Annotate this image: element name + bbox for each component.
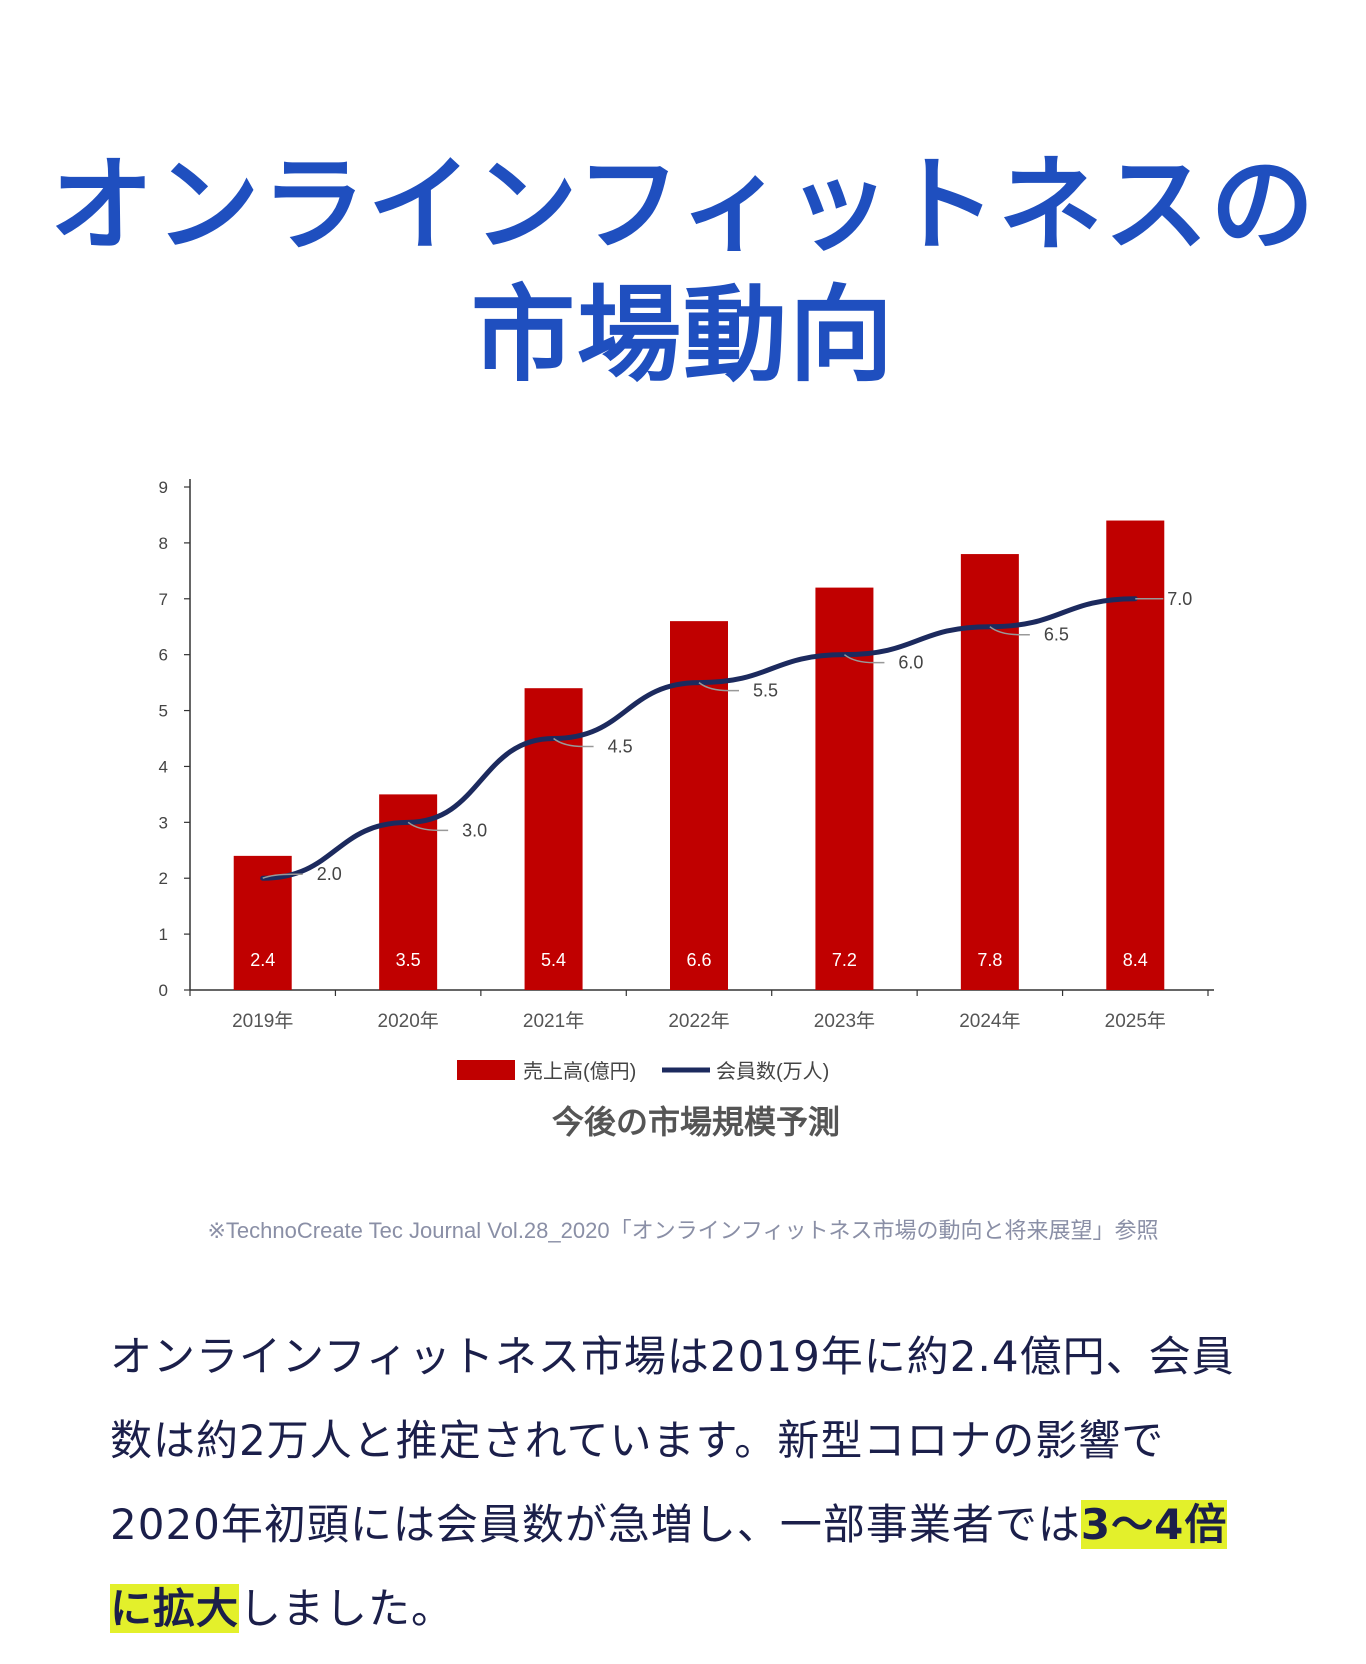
bar [815, 587, 874, 990]
title-line-1: オンラインフィットネスの [49, 144, 1317, 266]
legend-line-label: 会員数(万人) [716, 1060, 829, 1083]
title-line-2: 市場動向 [470, 274, 895, 396]
line-value-label: 7.0 [1167, 589, 1192, 609]
y-tick-label: 5 [159, 702, 168, 721]
bar-value-label: 7.2 [832, 950, 857, 970]
y-tick-label: 8 [159, 534, 168, 553]
bar [670, 621, 728, 990]
line-value-label: 6.0 [898, 653, 923, 673]
line-label-leader [553, 737, 594, 748]
legend-bar-label: 売上高(億円) [523, 1060, 636, 1083]
y-tick-label: 1 [159, 925, 168, 944]
bar [960, 554, 1019, 990]
body-paragraph: オンラインフィットネス市場は2019年に約2.4億円、会員数は約2万人と推定され… [110, 1315, 1270, 1651]
bar [379, 794, 438, 990]
member-count-line [260, 596, 1138, 881]
line-value-label: 3.0 [462, 820, 487, 840]
legend-bar-swatch [457, 1060, 515, 1080]
y-tick-label: 2 [159, 869, 168, 888]
y-tick-label: 4 [159, 757, 168, 776]
bar-value-label: 5.4 [541, 950, 566, 970]
line-label-leader [407, 821, 449, 832]
line-value-label: 6.5 [1044, 625, 1069, 645]
line-label-leader [989, 626, 1030, 636]
bar-value-label: 6.6 [686, 950, 711, 970]
x-tick-label: 2025年 [1105, 1010, 1166, 1032]
line-value-label: 5.5 [753, 681, 778, 701]
body-text-part-1: オンラインフィットネス市場は2019年に約2.4億円、会員数は約2万人と推定され… [110, 1332, 1235, 1549]
y-tick-label: 7 [159, 590, 168, 609]
bar [1106, 520, 1165, 990]
source-note: ※TechnoCreate Tec Journal Vol.28_2020「オン… [207, 1218, 1159, 1243]
x-tick-label: 2021年 [523, 1010, 584, 1032]
body-text-part-2: しました。 [239, 1584, 455, 1633]
x-tick-label: 2019年 [232, 1010, 293, 1032]
line-value-label: 2.0 [317, 864, 342, 884]
chart-title: 今後の市場規模予測 [552, 1104, 840, 1140]
line-label-leader [262, 873, 303, 879]
y-tick-label: 9 [159, 478, 168, 497]
bar-value-label: 8.4 [1123, 950, 1148, 970]
bar-value-label: 3.5 [396, 950, 421, 970]
x-tick-label: 2022年 [668, 1010, 729, 1032]
x-tick-label: 2024年 [959, 1010, 1020, 1032]
y-tick-label: 6 [159, 646, 168, 665]
bar-value-label: 7.8 [977, 950, 1002, 970]
bar [524, 688, 583, 990]
page-title: オンラインフィットネスの 市場動向 [0, 140, 1366, 400]
line-label-leader [698, 682, 739, 692]
x-tick-label: 2020年 [378, 1010, 439, 1032]
y-tick-label: 3 [159, 813, 168, 832]
bar-value-label: 2.4 [250, 950, 275, 970]
market-forecast-chart: 0 1 2 3 4 5 6 7 8 9 2019年 2020年 2021年 2022年 2023年 2024年… [159, 478, 1214, 1140]
line-value-label: 4.5 [608, 737, 633, 757]
x-tick-label: 2023年 [814, 1010, 875, 1032]
line-label-leader [843, 654, 885, 664]
y-tick-label: 0 [159, 981, 168, 1000]
